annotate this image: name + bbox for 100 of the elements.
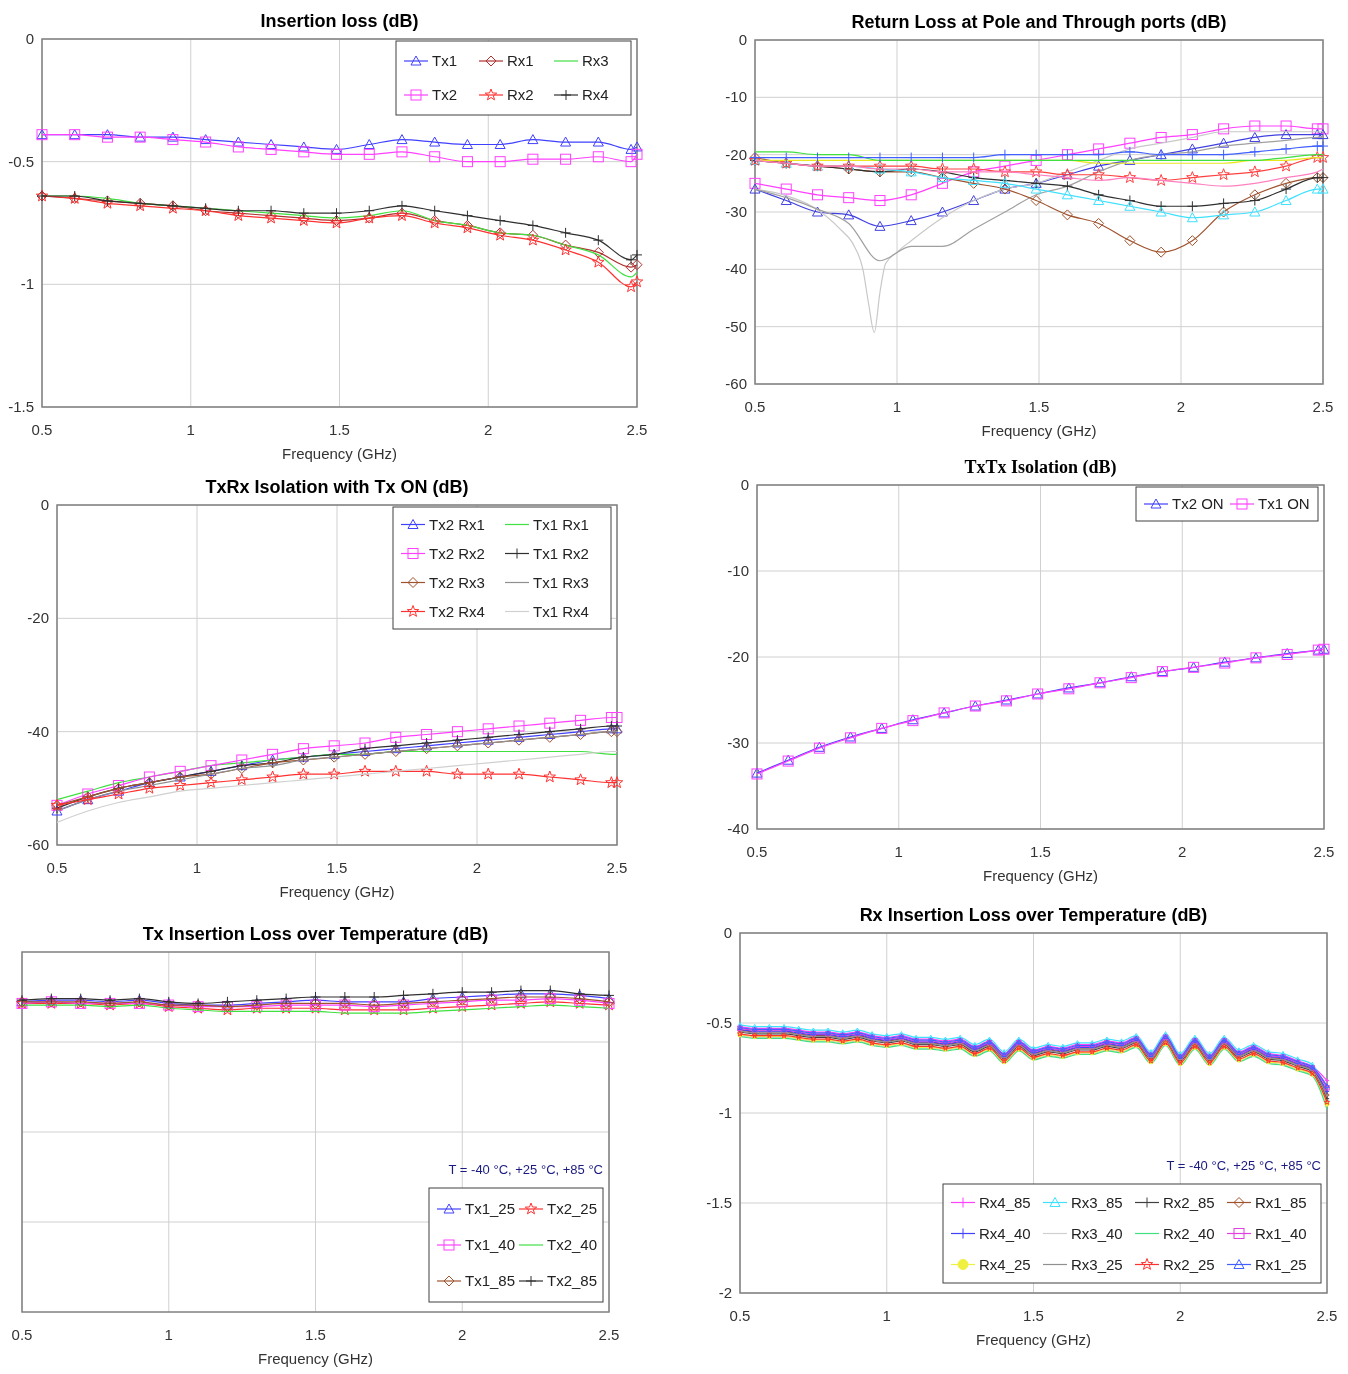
y-tick-label: -1 — [718, 1104, 732, 1121]
legend-label: Rx1 — [507, 52, 534, 69]
x-tick-label: 2 — [472, 859, 482, 876]
legend-label: Rx2_40 — [1163, 1224, 1215, 1242]
y-tick-label: -40 — [27, 722, 49, 740]
y-tick-label: -0.5 — [706, 1014, 732, 1031]
x-tick-label: 2 — [1176, 398, 1186, 415]
x-axis-title: Frequency (GHz) — [975, 1331, 1092, 1348]
x-tick-label: 0.5 — [11, 1326, 33, 1343]
y-tick-label: -0.5 — [8, 152, 34, 170]
y-tick-label: -40 — [727, 820, 749, 837]
x-tick-label: 1 — [892, 398, 902, 415]
legend-label: Tx2_40 — [547, 1236, 598, 1253]
y-tick-label: -30 — [727, 734, 749, 751]
legend-label: Rx1_25 — [1255, 1255, 1307, 1273]
x-tick-label: 1 — [192, 859, 202, 876]
annotation: T = -40 °C, +25 °C, +85 °C — [1166, 1158, 1321, 1173]
legend-label: Tx2 ON — [1172, 495, 1224, 512]
y-tick-label: -50 — [725, 317, 747, 335]
x-tick-label: 1 — [894, 843, 903, 860]
legend-label: Tx1_25 — [465, 1200, 516, 1217]
x-tick-label: 1.5 — [1030, 843, 1051, 860]
legend-label: Tx1_40 — [465, 1236, 516, 1253]
legend-label: Rx4_40 — [979, 1224, 1031, 1242]
x-tick-label: 1 — [882, 1307, 891, 1324]
legend-label: Tx1 — [432, 52, 458, 69]
legend-label: Tx2_25 — [547, 1200, 598, 1217]
legend-label: Tx2 Rx4 — [429, 602, 485, 620]
y-tick-label: -20 — [727, 648, 749, 665]
x-axis-title: Frequency (GHz) — [281, 445, 398, 462]
legend-label: Rx2_25 — [1163, 1255, 1215, 1273]
y-tick-label: 0 — [738, 31, 747, 48]
x-tick-label: 0.5 — [729, 1307, 751, 1324]
chart-title: Insertion loss (dB) — [260, 11, 419, 31]
legend-label: Tx1 Rx1 — [533, 515, 589, 533]
x-axis-title: Frequency (GHz) — [279, 883, 395, 900]
x-tick-label: 1.5 — [329, 421, 350, 438]
legend-label: Rx2 — [507, 86, 534, 103]
x-tick-label: 1.5 — [326, 859, 348, 876]
legend-label: Tx1 Rx2 — [533, 544, 589, 562]
x-tick-label: 2 — [458, 1326, 467, 1343]
y-tick-label: -10 — [725, 88, 747, 106]
y-tick-label: 0 — [723, 924, 732, 941]
x-tick-label: 2 — [1178, 843, 1187, 860]
x-axis-title: Frequency (GHz) — [982, 867, 1099, 884]
legend-label: Rx4 — [582, 86, 609, 103]
chart-title: Tx Insertion Loss over Temperature (dB) — [142, 924, 489, 944]
x-tick-label: 0.5 — [746, 843, 768, 860]
legend-label: Tx2 Rx1 — [429, 515, 485, 533]
x-tick-label: 2.5 — [1313, 843, 1335, 860]
x-tick-label: 2.5 — [1316, 1307, 1338, 1324]
x-tick-label: 1.5 — [1028, 398, 1050, 415]
chart-title: Return Loss at Pole and Through ports (dB) — [851, 12, 1227, 32]
legend-label: Tx2 Rx2 — [429, 544, 485, 562]
y-tick-label: -60 — [725, 375, 747, 392]
x-tick-label: 0.5 — [31, 421, 53, 438]
x-tick-label: 2.5 — [1312, 398, 1334, 415]
y-tick-label: -30 — [725, 203, 747, 220]
legend-label: Rx4_85 — [979, 1193, 1031, 1211]
legend-label: Rx4_25 — [979, 1255, 1031, 1273]
legend-label: Tx1 Rx3 — [533, 573, 589, 591]
legend-label: Rx3 — [582, 52, 609, 69]
x-tick-label: 0.5 — [46, 859, 68, 876]
annotation: T = -40 °C, +25 °C, +85 °C — [448, 1162, 603, 1177]
legend-label: Rx2_85 — [1163, 1193, 1215, 1211]
x-tick-label: 0.5 — [744, 398, 766, 415]
y-tick-label: 0 — [40, 496, 49, 513]
y-tick-label: -20 — [27, 609, 49, 627]
y-tick-label: -40 — [725, 260, 747, 278]
legend-label: Tx1_85 — [465, 1272, 516, 1289]
chart-title: TxRx Isolation with Tx ON (dB) — [205, 477, 469, 497]
legend-label: Rx1_40 — [1255, 1224, 1307, 1242]
x-tick-label: 2 — [1176, 1307, 1185, 1324]
legend-label: Rx3_25 — [1071, 1255, 1123, 1273]
y-tick-label: -1.5 — [706, 1194, 732, 1211]
chart-title: Rx Insertion Loss over Temperature (dB) — [859, 905, 1208, 925]
legend-label: Tx2 — [432, 86, 458, 103]
x-tick-label: 1 — [164, 1326, 173, 1343]
legend-label: Tx1 ON — [1258, 495, 1310, 512]
legend-label: Tx1 Rx4 — [533, 602, 589, 620]
x-tick-label: 1 — [186, 421, 195, 438]
x-axis-title: Frequency (GHz) — [981, 422, 1097, 439]
y-tick-label: 0 — [740, 476, 749, 493]
y-tick-label: -20 — [725, 145, 747, 163]
legend-label: Rx3_40 — [1071, 1224, 1123, 1242]
x-tick-label: 2.5 — [598, 1326, 620, 1343]
y-tick-label: -10 — [727, 562, 749, 579]
x-tick-label: 2.5 — [606, 859, 628, 876]
x-axis-title: Frequency (GHz) — [257, 1350, 374, 1367]
legend-label: Tx2 Rx3 — [429, 573, 485, 591]
x-tick-label: 2 — [484, 421, 493, 438]
y-tick-label: -1 — [20, 275, 34, 293]
x-tick-label: 2.5 — [626, 421, 648, 438]
legend-label: Rx3_85 — [1071, 1193, 1123, 1211]
legend-label: Tx2_85 — [547, 1272, 598, 1289]
x-tick-label: 1.5 — [305, 1326, 326, 1343]
y-tick-label: -60 — [27, 836, 49, 853]
chart-title: TxTx Isolation (dB) — [964, 457, 1117, 478]
y-tick-label: -2 — [718, 1284, 732, 1301]
y-tick-label: 0 — [25, 30, 34, 47]
